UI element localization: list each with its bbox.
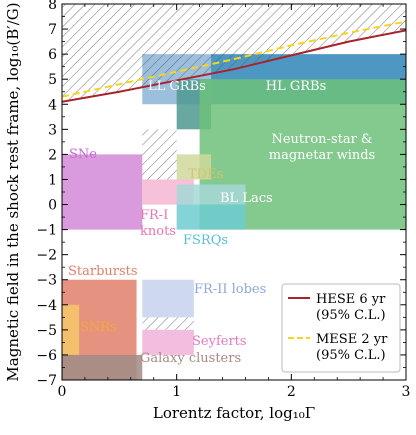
- x-tick-label: 3: [402, 384, 411, 400]
- excluded-region-hatch-2: [142, 317, 194, 330]
- region-seyferts: [142, 329, 194, 355]
- y-tick-label: −2: [36, 248, 57, 264]
- y-tick-label: 4: [48, 97, 57, 113]
- region-label-galaxy-clusters: Galaxy clusters: [140, 351, 241, 366]
- region-label-ll-grbs: LL GRBs: [148, 79, 206, 94]
- legend-sublabel-hese-6-yr: (95% C.L.): [316, 308, 386, 323]
- region-galaxy-clusters: [62, 354, 143, 380]
- y-tick-label: −7: [36, 373, 57, 389]
- series-lines-layer: [62, 20, 406, 103]
- x-tick-label: 1: [172, 384, 181, 400]
- region-snrs: [62, 304, 80, 355]
- y-tick-label: 0: [48, 198, 57, 214]
- region-bl-lacs: [176, 184, 246, 205]
- y-tick-label: 5: [48, 72, 57, 88]
- x-axis-label: Lorentz factor, log₁₀Γ: [153, 404, 315, 422]
- y-tick-label: −6: [36, 348, 57, 364]
- legend-label-hese-6-yr: HESE 6 yr: [316, 292, 386, 307]
- series-line-hese-6-yr: [62, 29, 406, 103]
- region-label-hl-grbs: HL GRBs: [266, 79, 327, 94]
- region-label-snrs: SNRs: [80, 320, 117, 335]
- y-tick-label: −3: [36, 273, 57, 289]
- legend-label-mese-2-yr: MESE 2 yr: [316, 332, 388, 347]
- y-tick-label: −5: [36, 323, 57, 339]
- region-labels-layer: SNe LL GRBs HL GRBs Neutron-star & magnetar …: [68, 79, 375, 366]
- region-label-tdes: TDEs: [188, 167, 223, 182]
- legend-sublabel-mese-2-yr: (95% C.L.): [316, 348, 386, 363]
- region-label-bl-lacs: BL Lacs: [220, 191, 273, 206]
- excluded-region-hatch-1: [142, 129, 177, 180]
- legend-box: [281, 283, 401, 373]
- y-tick-label: 1: [48, 172, 57, 188]
- legend: HESE 6 yr(95% C.L.)MESE 2 yr(95% C.L.): [281, 283, 401, 373]
- y-axis-label: Magnetic field in the shock rest frame, …: [4, 2, 22, 381]
- y-tick-label: 3: [48, 122, 57, 138]
- y-tick-label: −4: [36, 298, 57, 314]
- region-label-sne: SNe: [69, 147, 97, 162]
- y-tick-label: 2: [48, 147, 57, 163]
- x-tick-label: 2: [287, 384, 296, 400]
- region-label-fsrqs: FSRQs: [183, 233, 228, 248]
- y-tick-label: 7: [48, 22, 57, 38]
- region-label-neutron-star-magnetar-winds: Neutron-star & magnetar winds: [269, 132, 375, 163]
- x-tick-label: 0: [58, 384, 67, 400]
- region-sne: [62, 154, 143, 230]
- region-label-fr-ii-lobes: FR-II lobes: [194, 282, 266, 297]
- region-label-seyferts: Seyferts: [192, 334, 247, 349]
- region-tdes: [176, 154, 212, 180]
- region-fsrqs: [176, 204, 246, 230]
- series-line-mese-2-yr: [62, 20, 406, 98]
- region-label-starbursts: Starbursts: [68, 264, 138, 279]
- region-label-fr-i-knots: FR-I knots: [140, 208, 176, 239]
- region-fr-ii-lobes: [142, 279, 194, 318]
- y-tick-label: 8: [48, 0, 57, 13]
- axis-ticks-layer: 0 1 2 3 −7 −6 −5 −4 −3 −2 −1 0 1 2 3 4 5 6 7 8: [36, 0, 410, 400]
- y-tick-label: −1: [36, 223, 57, 239]
- y-tick-label: 6: [48, 47, 57, 63]
